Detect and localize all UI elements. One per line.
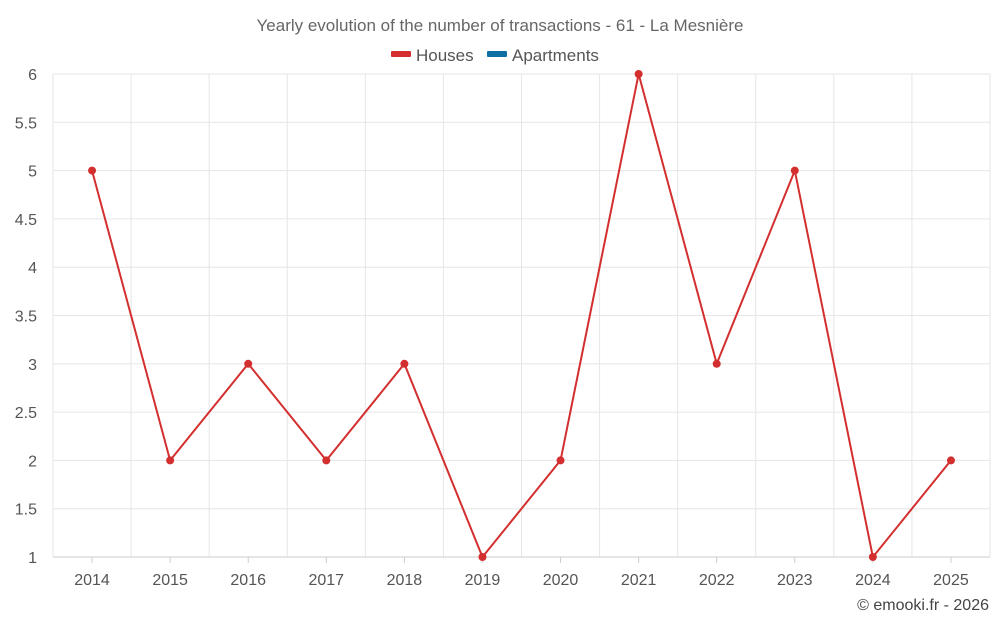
- axes: 1 1.5 2 2.5 3 3.5 4 4.5 5 5.5 6 2014 2015 2016 2017 201…: [15, 67, 990, 589]
- data-point[interactable]: [634, 70, 643, 78]
- y-tick-label: 5: [28, 164, 37, 181]
- x-tick-label: 2016: [230, 572, 266, 589]
- data-point[interactable]: [556, 456, 565, 465]
- data-point[interactable]: [244, 359, 253, 368]
- y-tick-label: 3: [28, 357, 37, 374]
- legend-label-apartments[interactable]: Apartments: [512, 46, 599, 65]
- data-point[interactable]: [946, 456, 955, 465]
- legend-label-houses[interactable]: Houses: [416, 46, 474, 65]
- x-tick-label: 2023: [777, 572, 813, 589]
- data-point[interactable]: [88, 166, 97, 175]
- y-tick-label: 6: [28, 67, 37, 84]
- x-tick-label: 2020: [543, 572, 579, 589]
- x-tick-label: 2015: [152, 572, 188, 589]
- x-tick-label: 2025: [933, 572, 969, 589]
- y-tick-label: 5.5: [15, 115, 37, 132]
- chart-title: Yearly evolution of the number of transa…: [257, 16, 744, 35]
- data-point[interactable]: [868, 553, 877, 561]
- data-point[interactable]: [712, 359, 721, 368]
- credit-text: © emooki.fr - 2026: [857, 597, 989, 614]
- legend-swatch-houses: [391, 51, 411, 57]
- data-point[interactable]: [166, 456, 175, 465]
- x-tick-label: 2021: [621, 572, 657, 589]
- data-point[interactable]: [478, 553, 487, 561]
- x-tick-label: 2022: [699, 572, 735, 589]
- legend: Houses Apartments: [391, 46, 599, 65]
- data-point[interactable]: [790, 166, 799, 175]
- series: [88, 70, 955, 561]
- y-tick-label: 1.5: [15, 502, 37, 519]
- x-tick-label: 2014: [74, 572, 110, 589]
- data-point[interactable]: [322, 456, 331, 465]
- legend-swatch-apartments: [487, 51, 507, 57]
- data-point[interactable]: [400, 359, 409, 368]
- y-tick-label: 4: [28, 260, 37, 277]
- x-tick-label: 2017: [308, 572, 344, 589]
- y-tick-label: 2: [28, 453, 37, 470]
- x-tick-label: 2019: [465, 572, 501, 589]
- y-tick-label: 1: [28, 550, 37, 567]
- y-tick-label: 3.5: [15, 309, 37, 326]
- y-tick-label: 2.5: [15, 405, 37, 422]
- y-tick-label: 4.5: [15, 212, 37, 229]
- x-tick-label: 2018: [387, 572, 423, 589]
- series-line-houses: [91, 73, 952, 558]
- grid: [52, 73, 991, 557]
- x-tick-label: 2024: [855, 572, 891, 589]
